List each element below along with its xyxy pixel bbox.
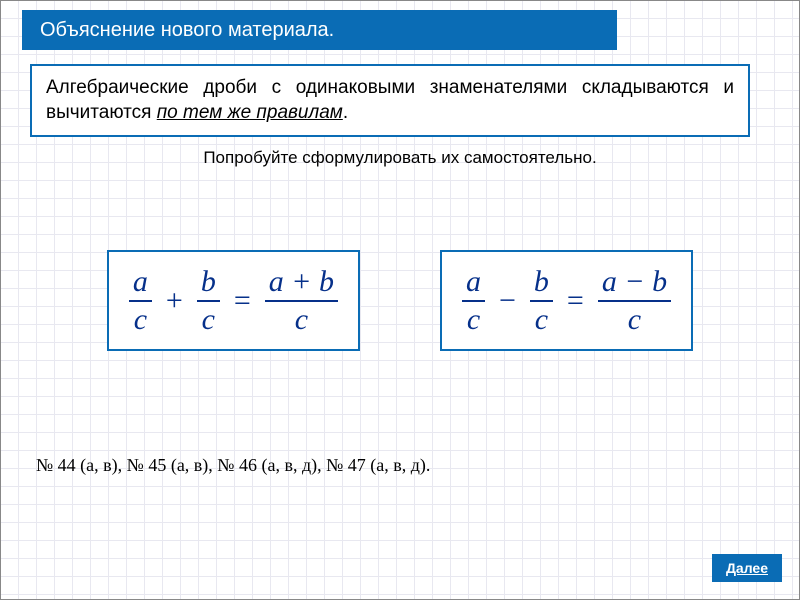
next-button[interactable]: Далее bbox=[712, 554, 782, 582]
plus-operator: + bbox=[164, 284, 185, 318]
section-title-bar: Объяснение нового материала. bbox=[22, 10, 617, 50]
fraction-bar bbox=[197, 300, 220, 302]
equals-operator: = bbox=[232, 284, 253, 318]
formula-subtraction: a c − b c = a − b c bbox=[440, 250, 693, 351]
numerator: a bbox=[129, 266, 152, 298]
denominator: c bbox=[624, 304, 645, 336]
numerator: a + b bbox=[265, 266, 338, 298]
fraction: b c bbox=[530, 266, 553, 335]
fraction: a − b c bbox=[598, 266, 671, 335]
formula-row: a c + b c = a + b c a c − b c = bbox=[0, 250, 800, 351]
numerator: b bbox=[197, 266, 220, 298]
exercise-list: № 44 (а, в), № 45 (а, в), № 46 (а, в, д)… bbox=[36, 455, 430, 476]
numerator: b bbox=[530, 266, 553, 298]
rule-box: Алгебраические дроби с одинаковыми знаме… bbox=[30, 64, 750, 137]
fraction-bar bbox=[530, 300, 553, 302]
fraction: b c bbox=[197, 266, 220, 335]
fraction: a c bbox=[129, 266, 152, 335]
rule-prefix: Алгебраические дроби с одинаковыми знаме… bbox=[46, 77, 734, 123]
fraction-bar bbox=[598, 300, 671, 302]
minus-operator: − bbox=[497, 284, 518, 318]
denominator: c bbox=[463, 304, 484, 336]
denominator: c bbox=[130, 304, 151, 336]
fraction: a + b c bbox=[265, 266, 338, 335]
fraction-bar bbox=[129, 300, 152, 302]
rule-emphasis: по тем же правилам bbox=[157, 102, 343, 123]
equals-operator: = bbox=[565, 284, 586, 318]
numerator: a bbox=[462, 266, 485, 298]
formula-addition: a c + b c = a + b c bbox=[107, 250, 360, 351]
section-title: Объяснение нового материала. bbox=[40, 19, 334, 42]
prompt-text: Попробуйте сформулировать их самостоятел… bbox=[0, 148, 800, 168]
numerator: a − b bbox=[598, 266, 671, 298]
denominator: c bbox=[291, 304, 312, 336]
rule-suffix: . bbox=[343, 102, 348, 123]
denominator: c bbox=[198, 304, 219, 336]
fraction: a c bbox=[462, 266, 485, 335]
fraction-bar bbox=[265, 300, 338, 302]
fraction-bar bbox=[462, 300, 485, 302]
denominator: c bbox=[531, 304, 552, 336]
